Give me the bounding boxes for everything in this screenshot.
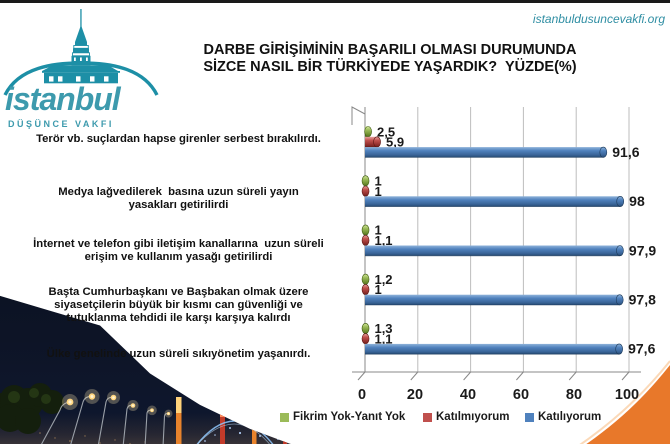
svg-text:98: 98	[629, 193, 645, 209]
svg-text:97,8: 97,8	[629, 291, 656, 307]
svg-text:97,9: 97,9	[629, 242, 656, 258]
svg-text:40: 40	[460, 387, 476, 403]
svg-text:60: 60	[513, 387, 529, 403]
svg-text:100: 100	[615, 387, 639, 403]
svg-text:97,6: 97,6	[628, 341, 655, 357]
svg-text:20: 20	[407, 387, 423, 403]
svg-text:0: 0	[358, 387, 366, 403]
svg-text:91,6: 91,6	[612, 144, 639, 160]
svg-text:80: 80	[566, 387, 582, 403]
